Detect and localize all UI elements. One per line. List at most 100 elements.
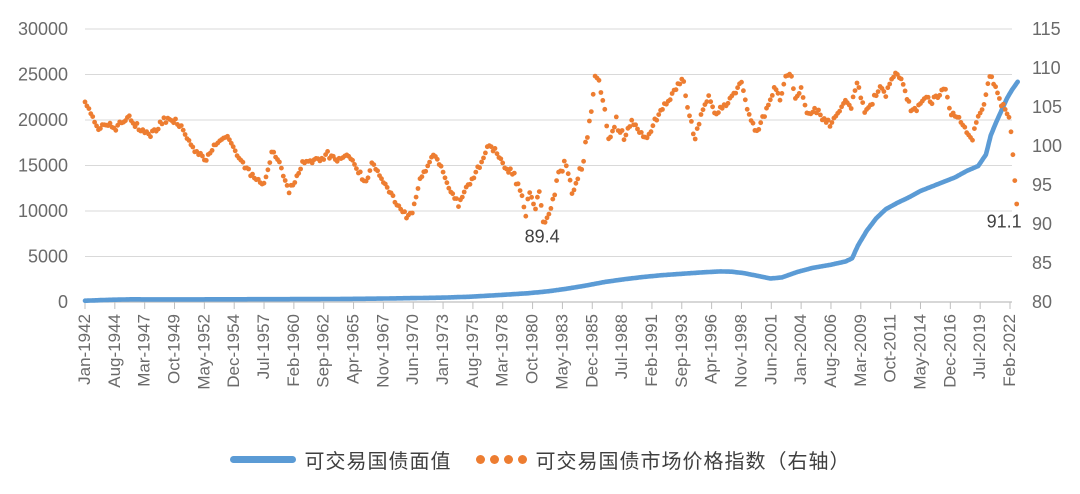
price-index-dot [92, 119, 97, 125]
series-price-index-dots [82, 70, 1020, 225]
x-axis-tick-label: Nov-1998 [731, 314, 750, 388]
price-index-dot [708, 99, 714, 105]
price-index-dot [454, 196, 459, 202]
price-index-dot [579, 167, 585, 172]
price-index-dot [719, 105, 725, 111]
price-index-dot [796, 91, 802, 96]
price-index-dot [902, 88, 908, 94]
x-axis-tick-label: Dec-2016 [940, 314, 959, 388]
price-index-dot [644, 135, 650, 141]
price-index-dot [367, 168, 373, 174]
price-index-dot [527, 190, 533, 196]
price-index-dot [837, 108, 842, 114]
price-index-dot [536, 189, 542, 195]
price-index-dot [90, 114, 96, 119]
x-axis-tick-label: May-2014 [910, 314, 929, 390]
price-index-dot [190, 144, 196, 150]
price-index-dot [750, 120, 756, 126]
price-index-dot [182, 132, 188, 137]
price-index-dot [354, 166, 359, 172]
price-index-dot [1008, 129, 1014, 135]
price-index-dot [970, 137, 975, 143]
price-index-dot [413, 194, 419, 200]
price-index-dot [550, 196, 556, 202]
price-index-dot [511, 170, 517, 176]
price-index-dot [850, 94, 856, 100]
price-index-dot [741, 88, 746, 94]
price-index-dot [494, 151, 500, 157]
price-index-dot [735, 85, 740, 91]
x-axis-tick-label: Mar-2009 [851, 314, 870, 387]
price-index-dot [906, 99, 912, 104]
price-index-dot [525, 196, 531, 202]
price-index-dot [155, 126, 161, 132]
price-index-dot [698, 112, 704, 117]
price-index-dot [685, 105, 690, 110]
price-index-dot [962, 124, 968, 130]
x-axis-tick-label: Jul-1988 [612, 314, 631, 379]
price-index-dot [829, 120, 835, 125]
price-index-dot [286, 190, 292, 196]
price-index-dot [481, 155, 486, 161]
price-index-dot [271, 149, 277, 155]
price-index-dot [279, 165, 284, 171]
price-index-dot [277, 159, 282, 165]
price-index-dot [993, 84, 998, 90]
price-index-dot [716, 110, 721, 115]
price-index-dot [506, 170, 511, 175]
price-index-dot [186, 138, 192, 143]
price-index-dot [82, 99, 88, 105]
y-axis-left-tick-label: 5000 [28, 247, 68, 267]
price-index-dot [456, 204, 461, 210]
price-index-dot [744, 106, 750, 112]
x-axis-tick-label: Jan-1942 [75, 314, 94, 385]
price-index-dot [812, 105, 817, 111]
price-index-dot [488, 144, 494, 150]
price-index-dot [995, 90, 1000, 96]
price-index-dot [633, 122, 638, 128]
price-index-dot [575, 176, 581, 182]
price-index-dot [227, 137, 232, 143]
price-index-dot [739, 79, 744, 85]
price-index-dot [563, 163, 569, 169]
x-axis-tick-label: Dec-1954 [224, 314, 243, 388]
price-index-dot [517, 188, 523, 194]
price-index-dot [925, 94, 931, 100]
y-axis-right-tick-label: 115 [1032, 19, 1061, 39]
x-axis-tick-label: Jul-2019 [970, 314, 989, 379]
price-index-dot [775, 90, 781, 96]
price-index-dot [635, 126, 640, 132]
price-index-dot [325, 149, 330, 154]
y-axis-left-tick-label: 0 [58, 292, 68, 312]
price-index-dot [800, 95, 806, 100]
price-index-dot [825, 117, 831, 123]
price-index-dot [483, 150, 488, 156]
legend-dot [475, 454, 485, 464]
y-axis-right-tick-label: 100 [1032, 136, 1062, 156]
price-index-dot [240, 159, 246, 165]
price-index-dot [1012, 178, 1018, 184]
x-axis-tick-label: May-1952 [194, 314, 213, 390]
price-index-dot [267, 160, 273, 166]
price-index-dot [246, 166, 252, 172]
price-index-dot [434, 156, 440, 162]
price-index-dot [371, 162, 377, 168]
price-index-dot [148, 134, 153, 140]
x-axis-tick-label: Feb-1960 [284, 314, 303, 387]
price-index-dot [461, 189, 467, 195]
price-index-dot [983, 92, 989, 98]
price-index-dot [956, 114, 962, 120]
x-axis-tick-label: Jun-1970 [403, 314, 422, 385]
x-axis-tick-label: Apr-1996 [702, 314, 721, 384]
price-index-dot [881, 89, 887, 94]
x-axis-tick-label: Feb-2022 [1000, 314, 1019, 387]
y-axis-left-tick-label: 15000 [18, 156, 68, 176]
price-index-dot [365, 175, 371, 181]
price-index-dot [98, 125, 103, 131]
price-index-dot [1014, 201, 1020, 207]
price-index-dot [280, 173, 286, 179]
price-index-dot [427, 159, 432, 165]
price-index-dot [86, 106, 92, 111]
price-index-dot [696, 121, 702, 127]
